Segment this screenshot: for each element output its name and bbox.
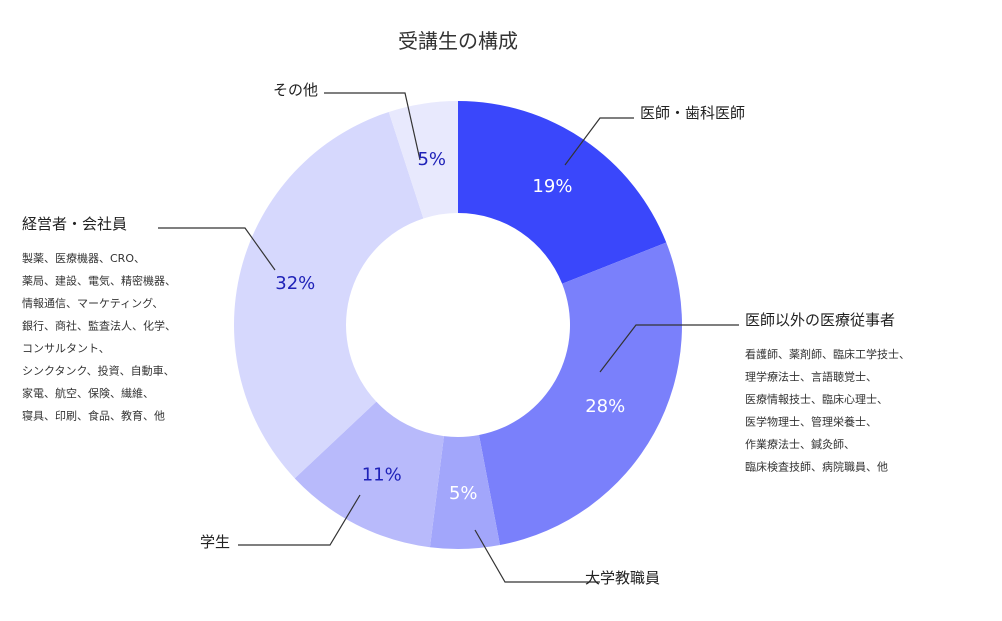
slice-detail-line-4-0: 製薬、医療機器、CRO、 [22,251,145,265]
slice-detail-line-4-6: 家電、航空、保険、繊維、 [22,386,154,400]
leader-line-5 [324,92,421,161]
slice-percent-label-4: 32% [275,273,315,294]
slice-percent-label-5: 5% [417,149,446,170]
slice-category-label-2: 大学教職員 [585,569,660,587]
slice-5 [388,101,458,219]
leader-line-4 [158,227,276,271]
slice-4 [233,111,424,479]
slice-detail-line-4-7: 寝具、印刷、食品、教育、他 [22,409,165,423]
slice-category-label-5: その他 [273,81,318,99]
slice-3 [294,401,444,548]
leader-lines [158,92,739,583]
labels-group: 19% 医師・歯科医師 28% 医師以外の医療従事者看護師、薬剤師、臨床工学技士、理学… [22,81,910,587]
slice-percent-label-1: 28% [585,396,625,417]
slice-percent-label-3: 11% [362,465,402,486]
slice-detail-line-1-3: 医学物理士、管理栄養士、 [745,415,877,429]
leader-line-0 [564,117,634,166]
leader-line-2 [474,529,600,583]
slice-2 [429,435,500,550]
slice-detail-line-1-4: 作業療法士、鍼灸師、 [745,437,855,451]
slice-detail-line-4-4: コンサルタント、 [22,342,110,355]
slice-1 [478,242,683,546]
slice-detail-line-1-0: 看護師、薬剤師、臨床工学技士、 [745,347,910,361]
slice-detail-line-1-1: 理学療法士、言語聴覚士、 [745,370,877,384]
slice-detail-line-1-2: 医療情報技士、臨床心理士、 [745,392,888,406]
slice-detail-line-4-5: シンクタンク、投資、自動車、 [22,364,175,378]
slice-category-label-4: 経営者・会社員 [22,215,127,233]
slice-category-label-3: 学生 [200,533,230,551]
slice-detail-line-4-3: 銀行、商社、監査法人、化学、 [22,319,176,333]
slice-percent-label-2: 5% [449,483,478,504]
leader-line-1 [599,324,739,373]
slice-category-label-0: 医師・歯科医師 [640,104,745,122]
slice-percent-label-0: 19% [532,176,572,197]
leader-line-3 [238,494,361,546]
slice-detail-line-4-2: 情報通信、マーケティング、 [22,296,163,310]
slice-detail-line-1-5: 臨床検査技師、病院職員、他 [745,460,888,474]
chart-title: 受講生の構成 [398,29,518,53]
slice-category-label-1: 医師以外の医療従事者 [745,311,895,329]
slice-detail-line-4-1: 薬局、建設、電気、精密機器、 [22,274,176,288]
slices-group [233,101,683,550]
slice-0 [458,101,667,284]
